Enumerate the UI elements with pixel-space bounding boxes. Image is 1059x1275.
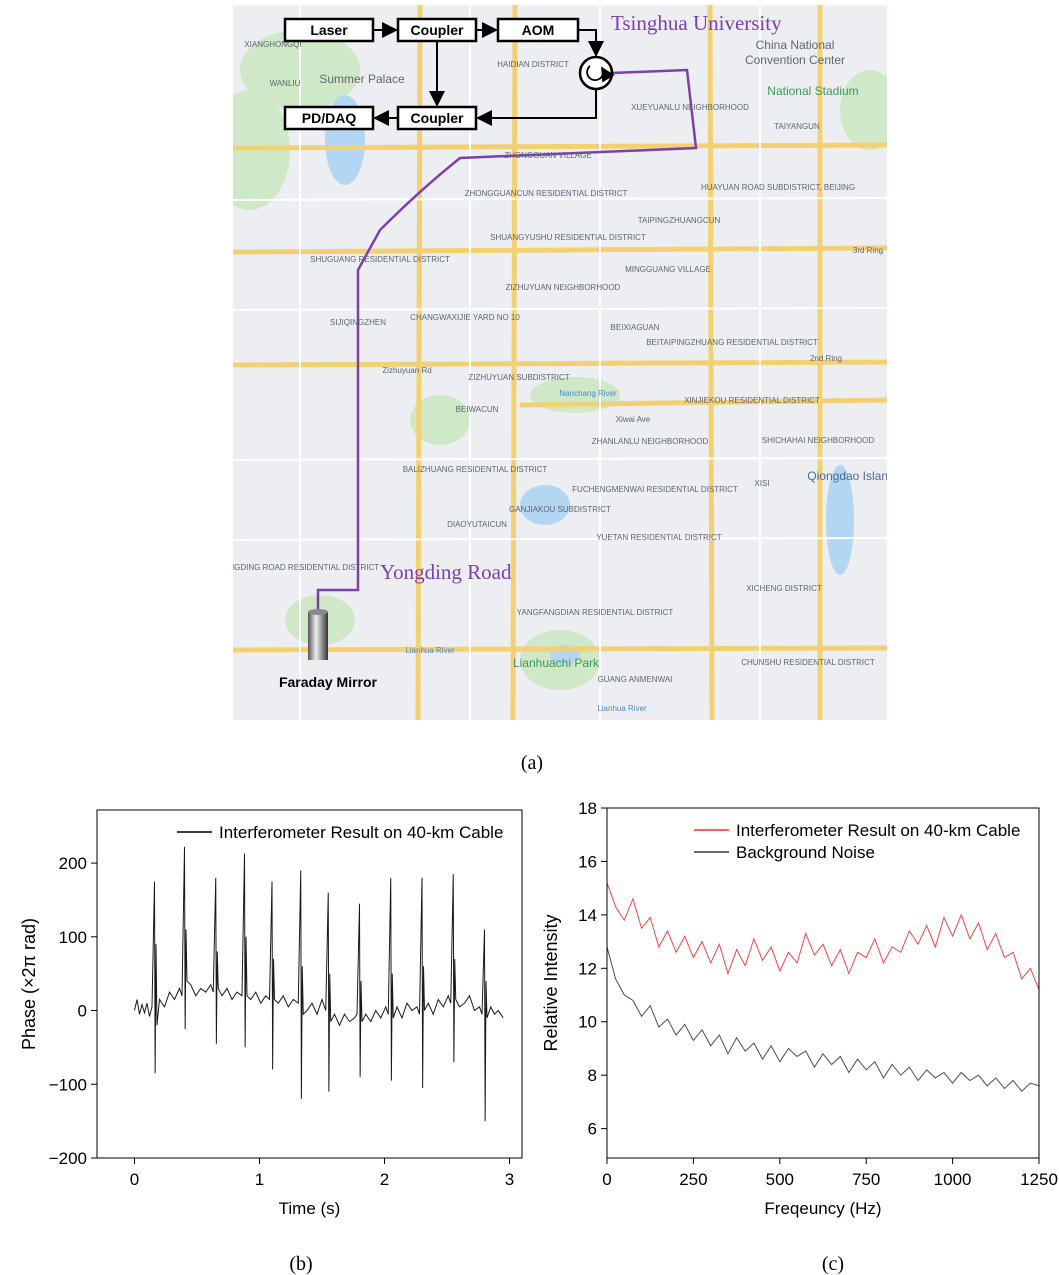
map-label: ZIZHUYUAN NEIGHBORHOOD xyxy=(506,283,621,292)
map-label: XIANGHONGQI xyxy=(244,40,301,49)
legend-label: Background Noise xyxy=(736,843,875,862)
map-label: DIAOYUTAICUN xyxy=(447,520,507,529)
x-tick-label: 500 xyxy=(766,1170,794,1189)
box-label: Coupler xyxy=(411,22,464,38)
y-tick-label: 0 xyxy=(78,1002,87,1021)
map-label: CHANGWAXIJIE YARD NO 10 xyxy=(410,313,520,322)
map-label: ZHONGGUANCUN RESIDENTIAL DISTRICT xyxy=(465,189,628,198)
map-label: FUCHENGMENWAI RESIDENTIAL DISTRICT xyxy=(572,485,738,494)
map-label: GUANG ANMENWAI xyxy=(598,675,673,684)
map-label: MINGGUANG VILLAGE xyxy=(625,265,711,274)
map-label: 3rd Ring xyxy=(853,246,883,255)
x-tick-label: 2 xyxy=(380,1170,389,1189)
map-label: BEIXIAGUAN xyxy=(611,323,660,332)
map-label: BEIWACUN xyxy=(456,405,499,414)
map-label: HAIDIAN DISTRICT xyxy=(497,60,569,69)
data-line xyxy=(134,846,504,1122)
map-label: HUAYUAN ROAD SUBDISTRICT, BEIJING xyxy=(701,183,855,192)
map-label: SHUGUANG RESIDENTIAL DISTRICT xyxy=(310,255,450,264)
x-tick-label: 1000 xyxy=(934,1170,972,1189)
caption: (a) xyxy=(521,752,543,774)
map-label: Lianhuachi Park xyxy=(513,656,600,670)
box-label: AOM xyxy=(522,22,555,38)
x-axis-label: Time (s) xyxy=(279,1199,341,1218)
map-label: TAIPINGZHUANGCUN xyxy=(638,216,721,225)
box-label: Coupler xyxy=(411,110,464,126)
map-label: SHUANGYUSHU RESIDENTIAL DISTRICT xyxy=(490,233,646,242)
university-label: Tsinghua University xyxy=(611,11,782,35)
y-tick-label: 6 xyxy=(588,1120,597,1139)
y-tick-label: 10 xyxy=(578,1013,597,1032)
x-tick-label: 1 xyxy=(255,1170,264,1189)
x-tick-label: 0 xyxy=(602,1170,611,1189)
legend-label: Interferometer Result on 40-km Cable xyxy=(736,821,1020,840)
map-label: SIJIQINGZHEN xyxy=(330,318,386,327)
map-label: XUEYUANLU NEIGHBORHOOD xyxy=(631,103,749,112)
map-label: ZHANLANLU NEIGHBORHOOD xyxy=(592,437,709,446)
box-label: Laser xyxy=(310,22,348,38)
map-label: Convention Center xyxy=(745,53,845,67)
faraday-mirror-icon xyxy=(308,612,328,660)
caption: (c) xyxy=(822,1253,844,1275)
map-label: Lianhua River xyxy=(597,704,647,713)
y-tick-label: 16 xyxy=(578,852,597,871)
map-label: GANJIAKOU SUBDISTRICT xyxy=(509,505,611,514)
map-label: BALIZHUANG RESIDENTIAL DISTRICT xyxy=(403,465,548,474)
map-label: WANLIU xyxy=(270,79,301,88)
y-tick-label: 200 xyxy=(59,854,87,873)
y-tick-label: −200 xyxy=(49,1149,87,1168)
map-label: Summer Palace xyxy=(319,72,405,86)
x-tick-label: 0 xyxy=(130,1170,139,1189)
x-axis-label: Freqeuncy (Hz) xyxy=(764,1199,881,1218)
map-label: SHICHAHAI NEIGHBORHOOD xyxy=(762,436,875,445)
data-line xyxy=(606,946,1040,1092)
map-label: XISI xyxy=(754,479,769,488)
map-label: YANGFANGDIAN RESIDENTIAL DISTRICT xyxy=(517,608,674,617)
map-label: YUETAN RESIDENTIAL DISTRICT xyxy=(596,533,721,542)
map-label: XINJIEKOU RESIDENTIAL DISTRICT xyxy=(684,396,820,405)
connectors xyxy=(373,22,604,126)
map-label: Lianhua River xyxy=(405,646,455,655)
plot-frame xyxy=(606,807,1040,1159)
y-axis-label: Phase (×2π rad) xyxy=(19,918,39,1050)
caption: (b) xyxy=(289,1253,312,1275)
faraday-mirror-top xyxy=(308,609,328,615)
legend-label: Interferometer Result on 40-km Cable xyxy=(219,823,503,842)
map: XIANGHONGQI Summer Palace WANLIU HAIDIAN… xyxy=(217,5,894,720)
map-label: CHUNSHU RESIDENTIAL DISTRICT xyxy=(741,658,875,667)
road-label: Yongding Road xyxy=(380,560,512,584)
map-label: China National xyxy=(756,38,835,52)
y-axis-label: Relative Intensity xyxy=(541,914,561,1051)
map-label: National Stadium xyxy=(767,84,858,98)
y-tick-label: 100 xyxy=(59,928,87,947)
y-tick-label: 14 xyxy=(578,906,597,925)
map-label: XICHENG DISTRICT xyxy=(746,584,822,593)
faraday-mirror-label: Faraday Mirror xyxy=(279,674,378,690)
map-label: 2nd Ring xyxy=(810,354,842,363)
circulator-arrow xyxy=(586,65,615,83)
map-label: ZIZHUYUAN SUBDISTRICT xyxy=(468,373,569,382)
y-tick-label: −100 xyxy=(49,1075,87,1094)
map-label: Nanchang River xyxy=(559,389,617,398)
y-tick-label: 8 xyxy=(588,1066,597,1085)
map-label: TAIYANGUN xyxy=(774,122,820,131)
map-label: BEITAIPINGZHUANG RESIDENTIAL DISTRICT xyxy=(646,338,818,347)
x-tick-label: 3 xyxy=(505,1170,514,1189)
plot-frame xyxy=(96,809,523,1159)
y-tick-label: 12 xyxy=(578,959,597,978)
x-tick-label: 250 xyxy=(679,1170,707,1189)
map-label: ZHONGGUAN VILLAGE xyxy=(504,151,592,160)
data-line xyxy=(606,882,1040,990)
x-tick-label: 750 xyxy=(852,1170,880,1189)
map-label: Xiwai Ave xyxy=(616,415,651,424)
map-label: Qiongdao Island xyxy=(807,469,894,483)
box-label: PD/DAQ xyxy=(302,110,357,126)
x-tick-label: 1250 xyxy=(1020,1170,1058,1189)
map-label: Zizhuyuan Rd xyxy=(382,366,431,375)
cable-route xyxy=(316,68,698,612)
y-tick-label: 18 xyxy=(578,799,597,818)
circulator xyxy=(578,55,614,91)
map-label: YONGDING ROAD RESIDENTIAL DISTRICT xyxy=(217,563,380,572)
